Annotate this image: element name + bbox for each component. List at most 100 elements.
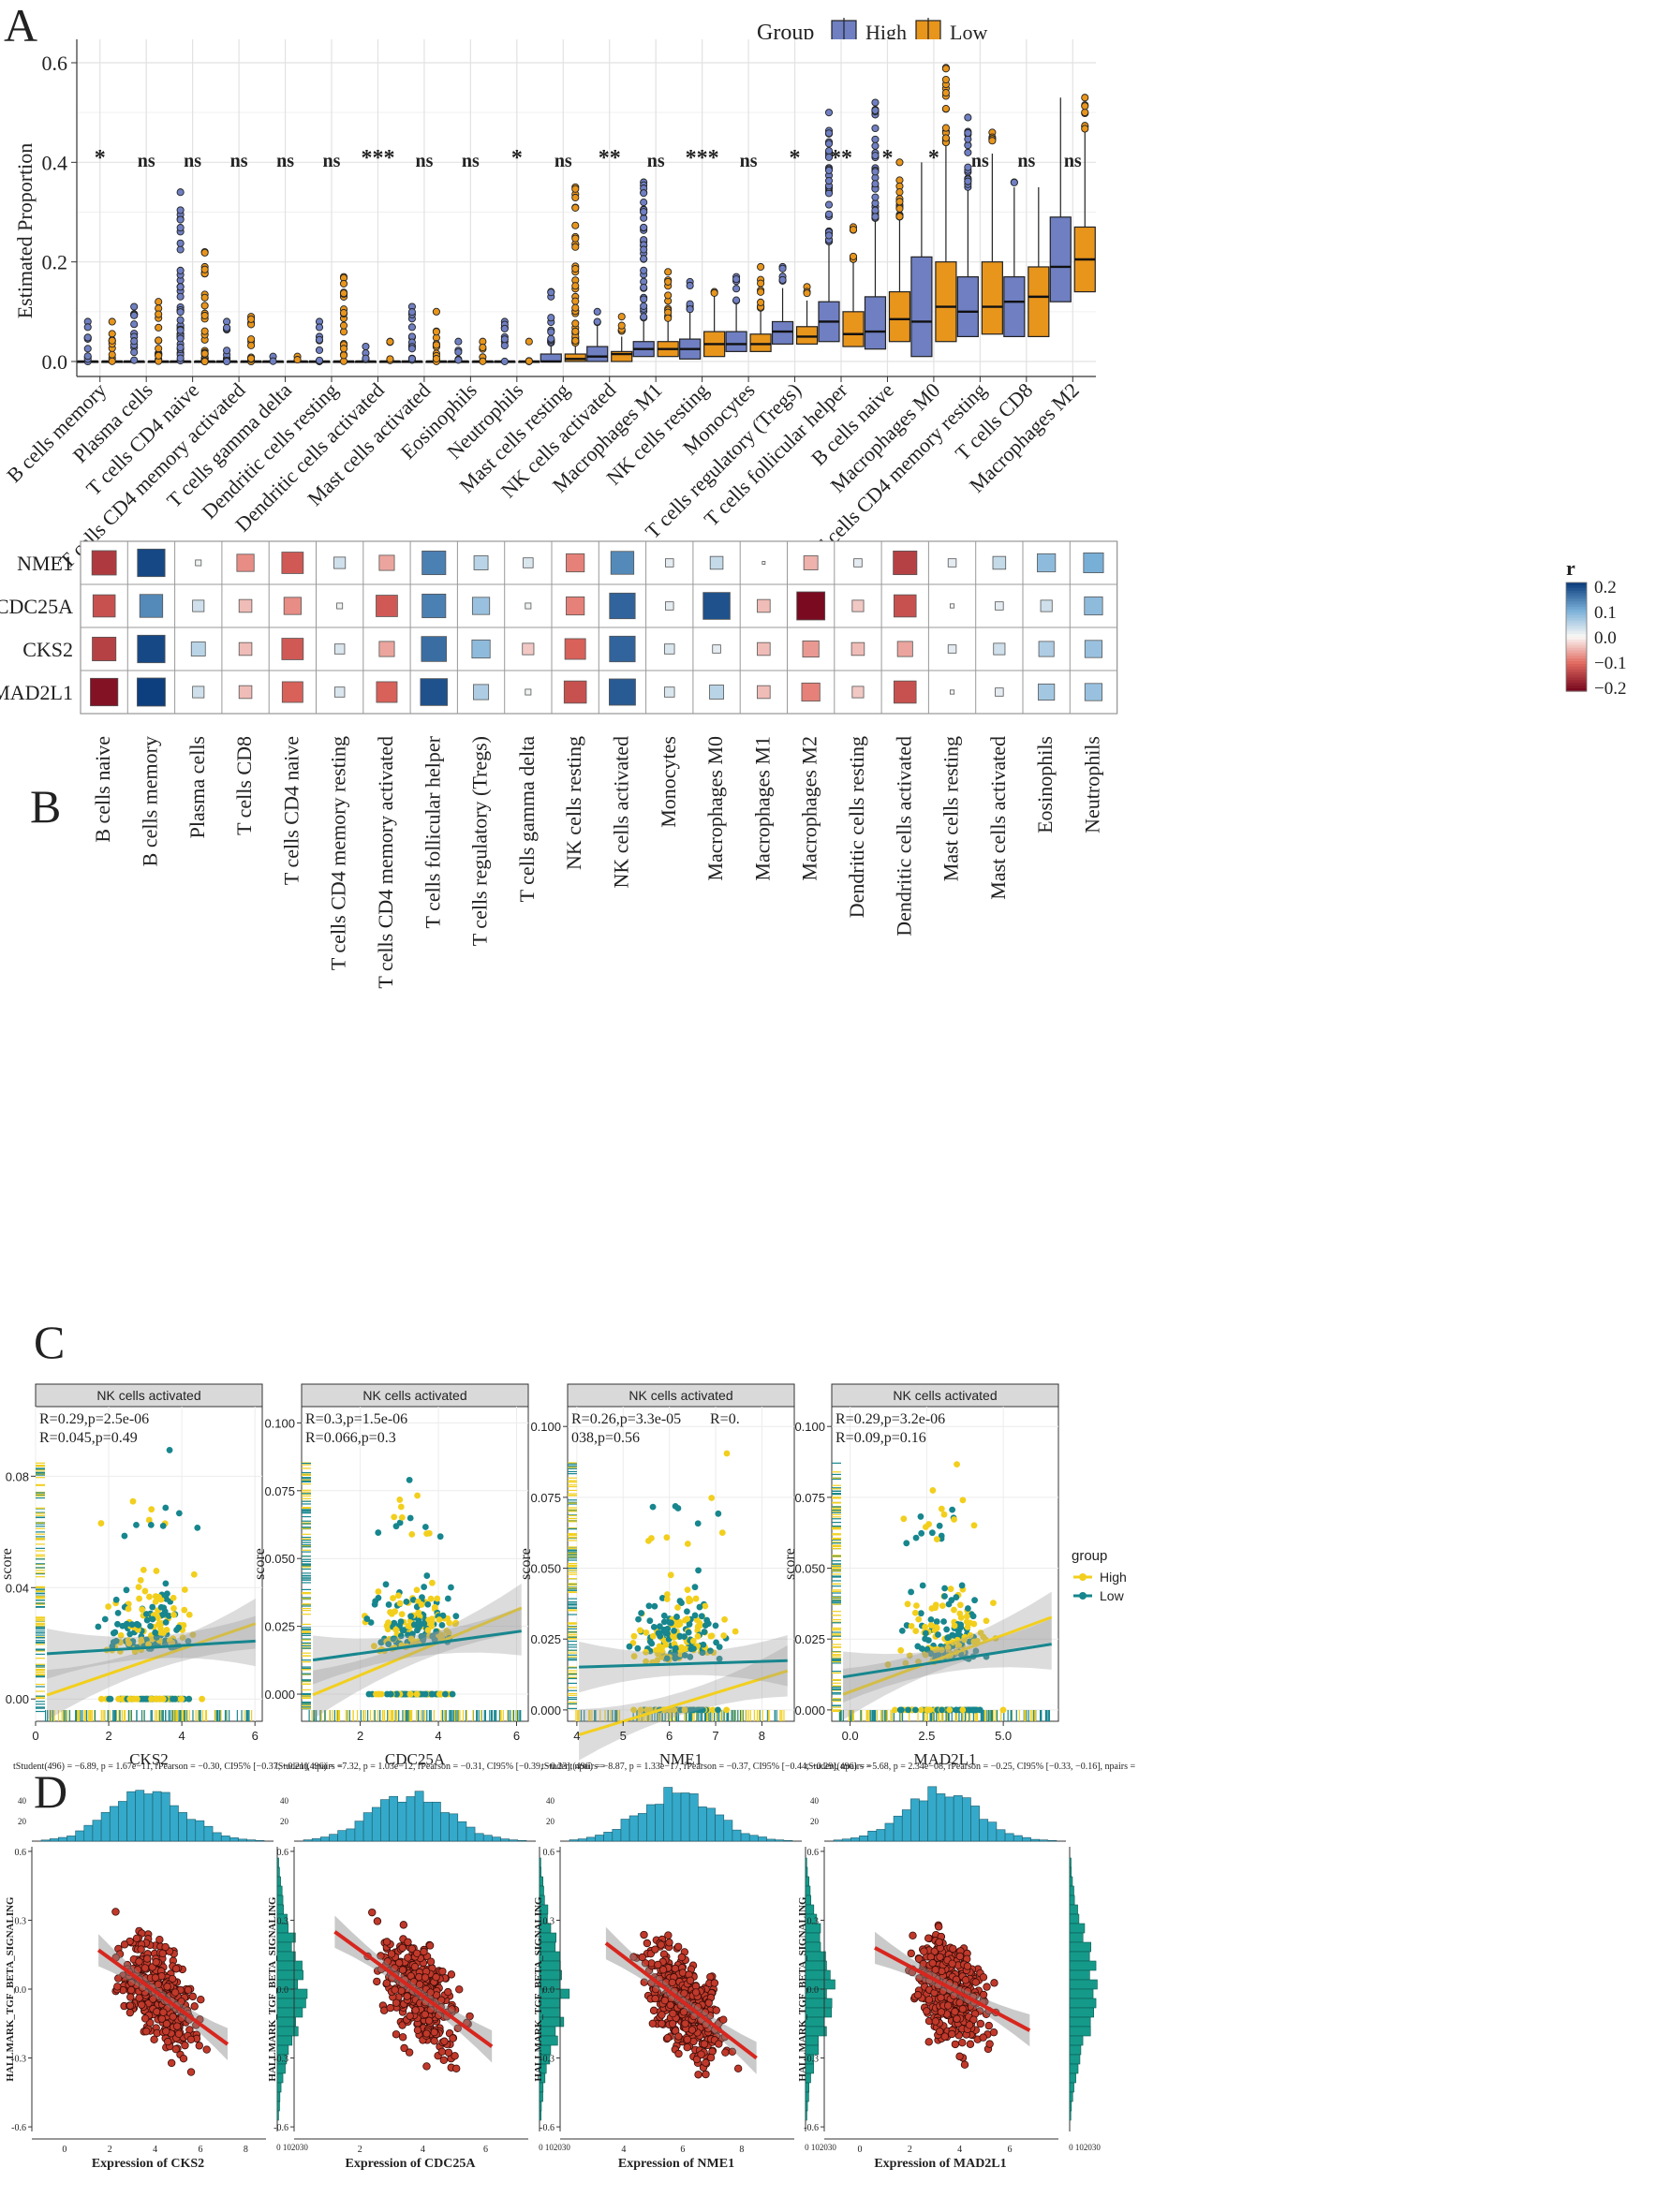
correlation-square [333,643,346,655]
point-low [914,1643,922,1650]
correlation-square [665,558,674,568]
outlier-point [664,291,673,300]
outlier-point [247,335,256,344]
side-histogram-bar [539,1876,543,1887]
data-point [710,1979,719,1987]
data-point [120,1940,129,1949]
point-high [925,1706,932,1714]
point-high [436,1690,443,1698]
colorbar-segment [1566,620,1587,625]
point-high [405,1622,412,1630]
y-tick-label: 0.025 [794,1632,825,1646]
top-histogram-bar [628,1815,639,1842]
point-high [649,1632,657,1640]
x-tick-label: 6 [483,2145,488,2155]
outlier-point [988,137,997,145]
point-high [126,1640,133,1647]
point-high [157,1625,164,1632]
outlier-point [757,279,765,288]
outlier-point [176,224,185,232]
point-high [135,1584,142,1591]
outlier-point [1081,102,1089,111]
top-histogram-bar [996,1829,1006,1842]
point-high [667,1571,674,1579]
correlation-square [283,597,302,615]
outlier-point [479,357,487,365]
point-low [666,1619,673,1626]
top-histogram-bar [783,1839,793,1842]
outlier-point [108,357,116,365]
outlier-point [339,328,348,336]
top-histogram-bar [83,1824,94,1842]
colorbar-segment [1566,631,1587,635]
outlier-point [269,357,277,365]
side-histogram-bar [276,1941,292,1953]
outlier-point [454,347,463,356]
side-histogram-bar [1069,1895,1075,1906]
point-low [448,1584,454,1591]
outlier-point [1081,125,1089,133]
data-point [404,1938,412,1946]
x-tick-label: 4 [435,1729,441,1743]
colorbar-tick-label: 0.0 [1594,628,1617,648]
point-high [925,1521,932,1527]
outlier-point [223,357,231,366]
correlation-square [473,684,490,700]
colorbar-segment [1566,590,1587,595]
data-point [673,1942,683,1951]
side-histogram-bar [276,1866,280,1878]
fit-line-low [579,1659,788,1669]
stat-low: R=0.066,p=0.3 [305,1430,396,1446]
correlation-square [378,554,395,571]
correlation-square [609,592,636,620]
outlier-point [176,292,185,301]
data-point [663,2033,673,2042]
outlier-point [155,336,163,345]
y-tick-label: 0.000 [794,1703,825,1718]
point-high [983,1617,990,1625]
point-high [125,1605,132,1613]
top-histogram-bar [766,1838,776,1842]
point-high [957,1614,965,1621]
point-high [732,1628,739,1635]
data-point [392,1998,401,2007]
box-high [1049,216,1072,302]
y-tick-label: 0.050 [794,1562,825,1576]
point-low [969,1613,977,1620]
point-low [152,1629,159,1636]
colorbar-tick-label: 0.1 [1594,603,1617,623]
point-low [414,1620,421,1628]
point-high [951,1606,957,1614]
top-histogram-bar [311,1838,321,1842]
outlier-point [339,289,348,298]
top-histogram-bar [195,1820,205,1842]
point-high [684,1586,691,1594]
colorbar-segment [1566,626,1587,629]
point-low [421,1524,429,1530]
side-histogram-bar [276,1998,306,2009]
column-label: Neutrophils [1080,736,1103,833]
facet-strip [831,1383,1059,1408]
point-high [955,1642,963,1649]
point-low [696,1603,703,1611]
data-point [455,1985,464,1994]
data-point [137,2000,146,2009]
top-histogram-bar [1030,1838,1040,1842]
top-histogram-bar [569,1839,579,1842]
outlier-point [108,336,116,345]
significance-label: ns [1064,151,1082,171]
facet-strip [567,1383,795,1408]
colorbar-segment [1566,639,1587,643]
point-high [970,1620,978,1628]
point-high [681,1706,688,1714]
side-histogram-bar [1069,1857,1072,1868]
y-tick-label: 0.08 [6,1469,29,1483]
point-low [166,1447,173,1453]
colorbar-segment [1566,641,1587,646]
top-histogram-bar [152,1791,162,1842]
point-high [371,1643,377,1650]
colorbar-segment [1566,669,1587,673]
data-point [426,1957,436,1966]
point-low [363,1615,371,1622]
y-axis-title: score [0,1548,15,1580]
